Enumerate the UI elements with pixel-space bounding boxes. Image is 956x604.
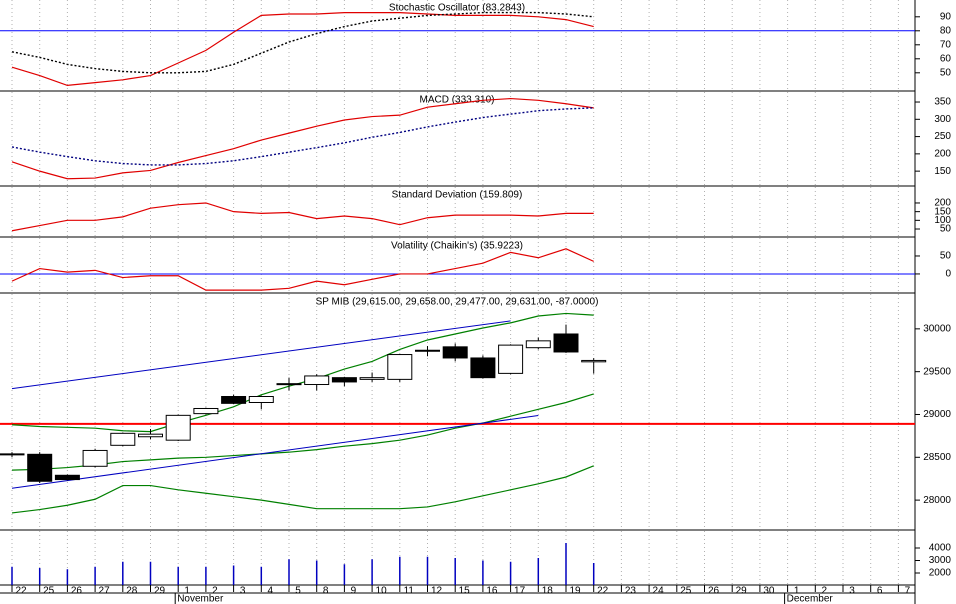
x-tick-label: 22 — [597, 586, 609, 597]
x-tick-label: 19 — [569, 586, 581, 597]
candle-body — [498, 344, 524, 374]
x-tick-label: 4 — [268, 586, 274, 597]
y-tick-label: 60 — [940, 53, 952, 64]
y-tick-label: 3000 — [929, 555, 952, 566]
candle-body — [54, 474, 80, 481]
candle-body — [387, 354, 413, 380]
x-tick-label: 8 — [323, 586, 329, 597]
x-tick-label: 3 — [240, 586, 246, 597]
y-tick-label: 0 — [945, 269, 951, 280]
x-tick-label: 2 — [822, 586, 828, 597]
x-tick-label: 10 — [376, 586, 388, 597]
panel-title: Stochastic Oscillator (83.2843) — [389, 3, 525, 14]
x-tick-label: 9 — [351, 586, 357, 597]
x-tick-label: 7 — [905, 586, 911, 597]
x-tick-label: 18 — [542, 586, 554, 597]
y-tick-label: 30000 — [923, 323, 951, 334]
x-tick-label: 6 — [877, 586, 883, 597]
x-tick-label: 1 — [184, 586, 190, 597]
candle-body — [138, 433, 163, 438]
y-tick-label: 80 — [940, 25, 952, 36]
panel-title: Volatility (Chaikin's) (35.9223) — [391, 241, 523, 252]
y-tick-label: 2000 — [929, 568, 952, 579]
x-tick-label: 29 — [154, 586, 166, 597]
trend-line — [11, 415, 539, 489]
series-line — [11, 393, 594, 471]
x-tick-label: 11 — [404, 586, 415, 597]
x-tick-label: 22 — [15, 586, 27, 597]
series-line — [11, 202, 594, 232]
y-tick-label: 200 — [934, 198, 951, 209]
y-tick-label: 28500 — [923, 452, 951, 463]
y-tick-label: 100 — [934, 215, 951, 226]
x-tick-label: 3 — [849, 586, 855, 597]
series-line — [11, 107, 594, 166]
candle-body — [359, 377, 385, 380]
x-tick-label: 16 — [486, 586, 498, 597]
panel-title: Standard Deviation (159.809) — [392, 190, 523, 201]
x-tick-label: 26 — [71, 586, 83, 597]
candle-body — [525, 340, 551, 349]
panel-title: MACD (333.310) — [419, 95, 494, 106]
month-label: December — [787, 594, 834, 604]
y-tick-label: 350 — [934, 97, 951, 108]
candle-body — [0, 453, 25, 456]
trend-line — [11, 320, 511, 390]
x-tick-label: 29 — [736, 586, 748, 597]
y-tick-label: 90 — [940, 11, 952, 22]
candle-body — [248, 396, 274, 403]
y-tick-label: 28000 — [923, 495, 951, 506]
y-tick-label: 150 — [934, 206, 951, 217]
x-tick-label: 1 — [794, 586, 800, 597]
candle-body — [165, 414, 191, 441]
x-tick-label: 15 — [459, 586, 471, 597]
y-tick-label: 29000 — [923, 409, 951, 420]
x-tick-label: 27 — [99, 586, 111, 597]
candle-body — [442, 346, 468, 359]
candle-body — [331, 377, 357, 383]
series-line — [11, 312, 594, 433]
x-tick-label: 25 — [43, 586, 55, 597]
candle-body — [27, 453, 53, 482]
x-tick-label: 28 — [126, 586, 138, 597]
y-tick-label: 300 — [934, 114, 951, 125]
candle-body — [82, 449, 108, 467]
y-tick-label: 29500 — [923, 366, 951, 377]
candle-body — [304, 375, 330, 386]
y-tick-label: 50 — [940, 67, 952, 78]
y-tick-label: 70 — [940, 39, 952, 50]
y-tick-label: 50 — [940, 251, 952, 262]
candle-body — [110, 432, 136, 446]
candle-body — [470, 357, 496, 379]
panel-title: SP MIB (29,615.00, 29,658.00, 29,477.00,… — [316, 297, 599, 308]
candle-body — [193, 407, 219, 415]
candle-body — [553, 333, 579, 353]
series-line — [11, 12, 594, 87]
y-tick-label: 4000 — [929, 543, 952, 554]
candle-body — [221, 396, 247, 404]
series-line — [11, 465, 594, 514]
candle-body — [581, 359, 607, 363]
x-tick-label: 2 — [212, 586, 218, 597]
series-line — [11, 11, 594, 74]
month-label: November — [177, 594, 224, 604]
x-tick-label: 24 — [653, 586, 665, 597]
x-tick-label: 25 — [680, 586, 692, 597]
x-tick-label: 12 — [431, 586, 443, 597]
x-tick-label: 26 — [708, 586, 720, 597]
y-tick-label: 200 — [934, 149, 951, 160]
series-line — [11, 248, 594, 291]
x-tick-label: 5 — [295, 586, 301, 597]
series-line — [11, 97, 594, 180]
candle-body — [415, 349, 440, 352]
x-tick-label: 30 — [763, 586, 775, 597]
x-tick-label: 17 — [514, 586, 526, 597]
candle-body — [276, 383, 302, 386]
y-tick-label: 250 — [934, 131, 951, 142]
y-tick-label: 50 — [940, 224, 952, 235]
y-tick-label: 150 — [934, 166, 951, 177]
x-tick-label: 23 — [625, 586, 637, 597]
